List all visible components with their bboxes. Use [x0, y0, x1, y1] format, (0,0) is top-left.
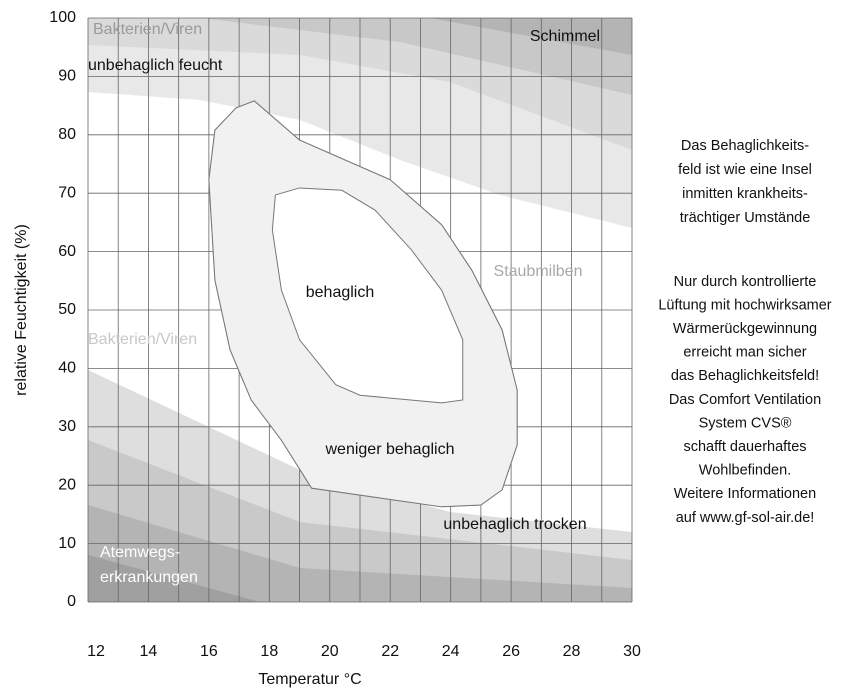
- side-text: Lüftung mit hochwirksamer: [658, 297, 831, 313]
- y-tick-label: 20: [58, 476, 76, 493]
- side-text: Nur durch kontrollierte: [674, 274, 817, 290]
- annotation: Schimmel: [530, 28, 600, 45]
- y-axis-label: relative Feuchtigkeit (%): [13, 224, 30, 396]
- annotation: unbehaglich feucht: [88, 57, 223, 74]
- x-tick-label: 28: [563, 643, 581, 660]
- y-tick-label: 50: [58, 301, 76, 318]
- annotation: erkrankungen: [100, 569, 198, 586]
- y-tick-label: 60: [58, 243, 76, 260]
- comfort-zone: [271, 187, 464, 404]
- annotation: Bakterien/Viren: [93, 21, 202, 38]
- side-text: feld ist wie eine Insel: [678, 162, 812, 178]
- annotation: Bakterien/Viren: [88, 331, 197, 348]
- x-tick-label: 22: [381, 643, 399, 660]
- x-axis-label: Temperatur °C: [258, 671, 361, 688]
- y-tick-label: 70: [58, 184, 76, 201]
- y-tick-label: 90: [58, 68, 76, 85]
- annotation: Atemwegs-: [100, 544, 180, 561]
- band: [88, 555, 260, 602]
- band: [200, 18, 632, 95]
- x-tick-label: 14: [140, 643, 158, 660]
- side-text: System CVS®: [699, 415, 792, 431]
- side-text: auf www.gf-sol-air.de!: [676, 510, 815, 526]
- annotation: weniger behaglich: [325, 441, 455, 458]
- x-tick-label: 26: [502, 643, 520, 660]
- x-tick-label: 16: [200, 643, 218, 660]
- x-tick-label: 20: [321, 643, 339, 660]
- x-tick-label: 24: [442, 643, 460, 660]
- side-text: schafft dauerhaftes: [683, 439, 806, 455]
- side-text: Das Behaglichkeits-: [681, 138, 809, 154]
- y-tick-label: 0: [67, 593, 76, 610]
- x-tick-label: 12: [87, 643, 105, 660]
- annotation: behaglich: [306, 284, 375, 301]
- side-text: Wärmerückgewinnung: [673, 321, 817, 337]
- side-text: Wohlbefinden.: [699, 463, 791, 479]
- y-tick-label: 40: [58, 360, 76, 377]
- y-tick-label: 30: [58, 418, 76, 435]
- annotation: unbehaglich trocken: [443, 516, 586, 533]
- side-text: erreicht man sicher: [683, 345, 806, 361]
- side-text: das Behaglichkeitsfeld!: [671, 368, 819, 384]
- side-text: inmitten krankheits-: [682, 186, 808, 202]
- band: [88, 505, 632, 602]
- side-text: Weitere Informationen: [674, 486, 816, 502]
- x-tick-label: 18: [260, 643, 278, 660]
- y-tick-label: 10: [58, 535, 76, 552]
- y-tick-label: 80: [58, 126, 76, 143]
- side-text: Das Comfort Ventilation: [669, 392, 821, 408]
- annotation: Staubmilben: [494, 263, 583, 280]
- x-tick-label: 30: [623, 643, 641, 660]
- y-tick-label: 100: [49, 9, 76, 26]
- side-text: trächtiger Umstände: [680, 210, 811, 226]
